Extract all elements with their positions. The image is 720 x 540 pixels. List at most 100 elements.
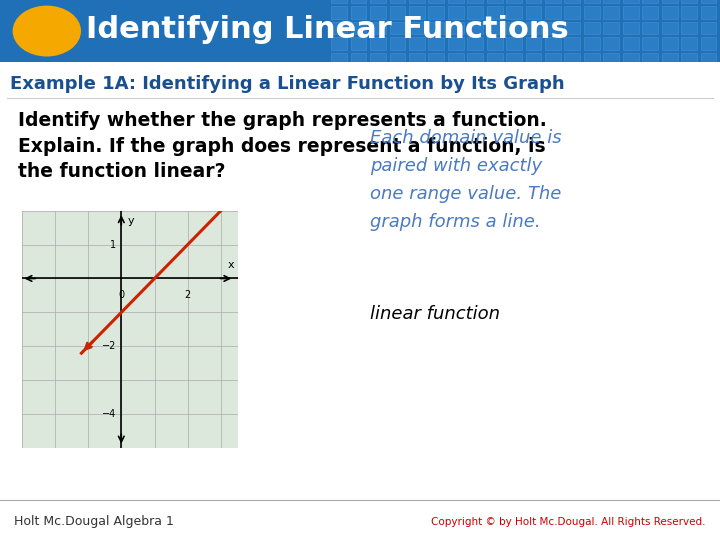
FancyBboxPatch shape xyxy=(370,0,386,3)
FancyBboxPatch shape xyxy=(370,6,386,18)
FancyBboxPatch shape xyxy=(409,22,425,34)
FancyBboxPatch shape xyxy=(487,6,503,18)
FancyBboxPatch shape xyxy=(409,53,425,65)
FancyBboxPatch shape xyxy=(467,37,483,50)
Text: Identify whether the graph represents a function.: Identify whether the graph represents a … xyxy=(18,111,546,130)
FancyBboxPatch shape xyxy=(545,6,561,18)
Text: −2: −2 xyxy=(102,341,117,352)
FancyBboxPatch shape xyxy=(701,6,716,18)
FancyBboxPatch shape xyxy=(623,6,639,18)
FancyBboxPatch shape xyxy=(545,37,561,50)
FancyBboxPatch shape xyxy=(351,6,366,18)
FancyBboxPatch shape xyxy=(526,6,541,18)
FancyBboxPatch shape xyxy=(701,37,716,50)
FancyBboxPatch shape xyxy=(467,53,483,65)
Text: y: y xyxy=(127,215,134,226)
FancyBboxPatch shape xyxy=(390,0,405,3)
FancyBboxPatch shape xyxy=(428,53,444,65)
FancyBboxPatch shape xyxy=(526,53,541,65)
FancyBboxPatch shape xyxy=(603,37,619,50)
FancyBboxPatch shape xyxy=(331,22,347,34)
FancyBboxPatch shape xyxy=(526,0,541,3)
FancyBboxPatch shape xyxy=(467,0,483,3)
FancyBboxPatch shape xyxy=(662,6,678,18)
FancyBboxPatch shape xyxy=(526,22,541,34)
FancyBboxPatch shape xyxy=(351,53,366,65)
FancyBboxPatch shape xyxy=(681,6,697,18)
FancyBboxPatch shape xyxy=(681,53,697,65)
FancyBboxPatch shape xyxy=(467,6,483,18)
FancyBboxPatch shape xyxy=(642,22,658,34)
FancyBboxPatch shape xyxy=(351,0,366,3)
FancyBboxPatch shape xyxy=(603,6,619,18)
FancyBboxPatch shape xyxy=(506,37,522,50)
Text: 1: 1 xyxy=(110,240,117,249)
FancyBboxPatch shape xyxy=(681,37,697,50)
FancyBboxPatch shape xyxy=(681,0,697,3)
FancyBboxPatch shape xyxy=(545,22,561,34)
FancyBboxPatch shape xyxy=(448,22,464,34)
FancyBboxPatch shape xyxy=(662,53,678,65)
FancyBboxPatch shape xyxy=(428,0,444,3)
FancyBboxPatch shape xyxy=(642,6,658,18)
FancyBboxPatch shape xyxy=(603,0,619,3)
Text: the function linear?: the function linear? xyxy=(18,163,225,181)
FancyBboxPatch shape xyxy=(506,6,522,18)
FancyBboxPatch shape xyxy=(642,53,658,65)
FancyBboxPatch shape xyxy=(370,37,386,50)
FancyBboxPatch shape xyxy=(506,0,522,3)
FancyBboxPatch shape xyxy=(487,0,503,3)
FancyBboxPatch shape xyxy=(331,6,347,18)
FancyBboxPatch shape xyxy=(603,22,619,34)
FancyBboxPatch shape xyxy=(564,0,580,3)
FancyBboxPatch shape xyxy=(428,37,444,50)
Text: −4: −4 xyxy=(102,409,117,419)
FancyBboxPatch shape xyxy=(623,53,639,65)
Text: Example 1A: Identifying a Linear Function by Its Graph: Example 1A: Identifying a Linear Functio… xyxy=(10,75,564,92)
FancyBboxPatch shape xyxy=(564,53,580,65)
Text: 2: 2 xyxy=(184,291,191,300)
Text: Explain. If the graph does represent a function, is: Explain. If the graph does represent a f… xyxy=(18,137,546,156)
FancyBboxPatch shape xyxy=(584,22,600,34)
FancyBboxPatch shape xyxy=(409,6,425,18)
FancyBboxPatch shape xyxy=(331,37,347,50)
FancyBboxPatch shape xyxy=(331,53,347,65)
FancyBboxPatch shape xyxy=(526,37,541,50)
FancyBboxPatch shape xyxy=(428,22,444,34)
FancyBboxPatch shape xyxy=(448,0,464,3)
FancyBboxPatch shape xyxy=(331,0,347,3)
FancyBboxPatch shape xyxy=(487,53,503,65)
FancyBboxPatch shape xyxy=(448,53,464,65)
FancyBboxPatch shape xyxy=(351,37,366,50)
FancyBboxPatch shape xyxy=(390,53,405,65)
FancyBboxPatch shape xyxy=(390,22,405,34)
FancyBboxPatch shape xyxy=(390,6,405,18)
FancyBboxPatch shape xyxy=(409,0,425,3)
FancyBboxPatch shape xyxy=(545,53,561,65)
FancyBboxPatch shape xyxy=(642,37,658,50)
FancyBboxPatch shape xyxy=(701,53,716,65)
FancyBboxPatch shape xyxy=(584,53,600,65)
FancyBboxPatch shape xyxy=(623,0,639,3)
FancyBboxPatch shape xyxy=(428,6,444,18)
Text: x: x xyxy=(228,260,234,270)
Text: linear function: linear function xyxy=(370,305,500,323)
FancyBboxPatch shape xyxy=(662,0,678,3)
FancyBboxPatch shape xyxy=(642,0,658,3)
FancyBboxPatch shape xyxy=(584,0,600,3)
FancyBboxPatch shape xyxy=(701,22,716,34)
FancyBboxPatch shape xyxy=(564,37,580,50)
FancyBboxPatch shape xyxy=(681,22,697,34)
FancyBboxPatch shape xyxy=(564,22,580,34)
FancyBboxPatch shape xyxy=(603,53,619,65)
FancyBboxPatch shape xyxy=(370,22,386,34)
FancyBboxPatch shape xyxy=(506,53,522,65)
FancyBboxPatch shape xyxy=(623,37,639,50)
FancyBboxPatch shape xyxy=(487,37,503,50)
FancyBboxPatch shape xyxy=(467,22,483,34)
Text: 0: 0 xyxy=(118,291,125,300)
FancyBboxPatch shape xyxy=(506,22,522,34)
FancyBboxPatch shape xyxy=(584,6,600,18)
Text: Copyright © by Holt Mc.Dougal. All Rights Reserved.: Copyright © by Holt Mc.Dougal. All Right… xyxy=(431,517,706,527)
FancyBboxPatch shape xyxy=(351,22,366,34)
